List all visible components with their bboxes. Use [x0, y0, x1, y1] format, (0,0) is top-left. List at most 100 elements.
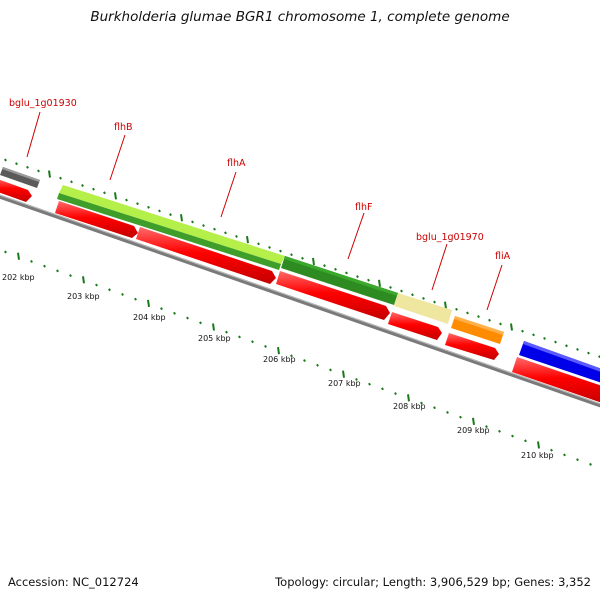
- minor-tick: [422, 296, 425, 300]
- minor-tick: [26, 165, 29, 169]
- gene-leader-lines: [26, 111, 503, 311]
- minor-tick: [563, 453, 566, 457]
- minor-tick: [224, 231, 227, 235]
- minor-tick: [524, 439, 527, 443]
- minor-tick: [411, 293, 414, 297]
- minor-tick: [125, 198, 128, 202]
- cds-arrow-7: [512, 357, 600, 403]
- minor-tick: [576, 458, 579, 462]
- minor-tick: [433, 406, 436, 410]
- major-tick: [114, 192, 117, 200]
- minor-tick: [238, 335, 241, 339]
- scale-label-209: 209 kbp: [457, 426, 490, 435]
- minor-tick: [279, 249, 282, 253]
- minor-tick: [186, 316, 189, 320]
- feature-band-grey: [0, 167, 40, 188]
- minor-tick: [499, 322, 502, 326]
- cds-arrow-5: [388, 312, 442, 340]
- minor-tick: [511, 434, 514, 438]
- minor-tick: [485, 425, 488, 429]
- minor-tick: [103, 191, 106, 195]
- minor-tick: [225, 330, 228, 334]
- scale-label-202: 202 kbp: [2, 273, 35, 282]
- minor-tick: [521, 329, 524, 333]
- feature-band-khaki: [394, 293, 452, 324]
- minor-tick: [235, 235, 238, 238]
- minor-tick: [59, 176, 62, 180]
- minor-tick: [95, 283, 98, 287]
- minor-tick: [43, 264, 46, 268]
- minor-tick: [160, 307, 163, 311]
- gene-label-flhA: flhA: [227, 158, 246, 169]
- gene-label-bglu_1g01930: bglu_1g01930: [9, 98, 77, 109]
- minor-tick: [329, 368, 332, 372]
- minor-tick: [400, 289, 403, 293]
- minor-tick: [565, 344, 568, 348]
- major-tick: [17, 252, 20, 260]
- major-tick: [342, 370, 345, 378]
- minor-tick: [147, 205, 150, 209]
- cds-arrow-4: [276, 271, 390, 320]
- major-tick: [407, 394, 410, 402]
- scale-label-203: 203 kbp: [67, 292, 100, 301]
- minor-tick: [290, 354, 293, 358]
- minor-tick: [323, 264, 326, 268]
- major-tick: [48, 170, 51, 178]
- minor-tick: [446, 411, 449, 414]
- major-tick: [312, 257, 315, 266]
- major-tick: [246, 235, 249, 244]
- feature-band-blue: [519, 341, 600, 383]
- backbone-line: [0, 194, 600, 408]
- upper-ticks-row: [4, 158, 600, 359]
- minor-tick: [56, 269, 59, 273]
- minor-tick: [356, 275, 359, 278]
- minor-tick: [108, 288, 111, 292]
- minor-tick: [394, 392, 397, 396]
- accession-text: Accession: NC_012724: [8, 575, 139, 589]
- cds-arrow-1: [0, 179, 32, 202]
- minor-tick: [455, 307, 458, 311]
- minor-tick: [136, 202, 139, 206]
- scale-label-207: 207 kbp: [328, 379, 361, 388]
- minor-tick: [303, 359, 306, 362]
- gene-label-fliA: fliA: [495, 251, 511, 262]
- minor-tick: [202, 224, 205, 228]
- minor-tick: [576, 347, 579, 351]
- major-tick: [537, 441, 540, 449]
- minor-tick: [345, 271, 348, 275]
- minor-tick: [498, 429, 501, 433]
- minor-tick: [368, 382, 371, 386]
- major-tick: [510, 323, 513, 331]
- scale-label-208: 208 kbp: [393, 402, 426, 411]
- minor-tick: [191, 220, 194, 224]
- map-title: Burkholderia glumae BGR1 chromosome 1, c…: [90, 9, 510, 25]
- minor-tick: [420, 401, 423, 405]
- genome-summary-text: Topology: circular; Length: 3,906,529 bp…: [275, 575, 591, 589]
- cds-arrow-2: [55, 201, 138, 238]
- minor-tick: [169, 213, 172, 217]
- minor-tick: [550, 448, 553, 452]
- feature-band-green: [57, 185, 398, 305]
- minor-tick: [381, 387, 384, 391]
- minor-tick: [290, 253, 293, 257]
- minor-tick: [30, 259, 33, 263]
- scale-label-205: 205 kbp: [198, 334, 231, 343]
- scale-label-204: 204 kbp: [133, 313, 166, 322]
- minor-tick: [466, 311, 469, 315]
- major-tick: [277, 346, 280, 355]
- minor-tick: [173, 311, 176, 315]
- minor-tick: [134, 297, 137, 301]
- minor-tick: [158, 209, 161, 213]
- minor-tick: [459, 415, 462, 419]
- backbone-highlight: [0, 194, 600, 405]
- minor-tick: [81, 184, 84, 187]
- minor-tick: [301, 256, 304, 260]
- major-tick: [444, 301, 447, 309]
- cds-arrow-6: [445, 333, 499, 360]
- major-tick: [212, 323, 215, 331]
- minor-tick: [69, 274, 72, 278]
- scale-label-210: 210 kbp: [521, 451, 554, 460]
- major-tick: [180, 214, 183, 222]
